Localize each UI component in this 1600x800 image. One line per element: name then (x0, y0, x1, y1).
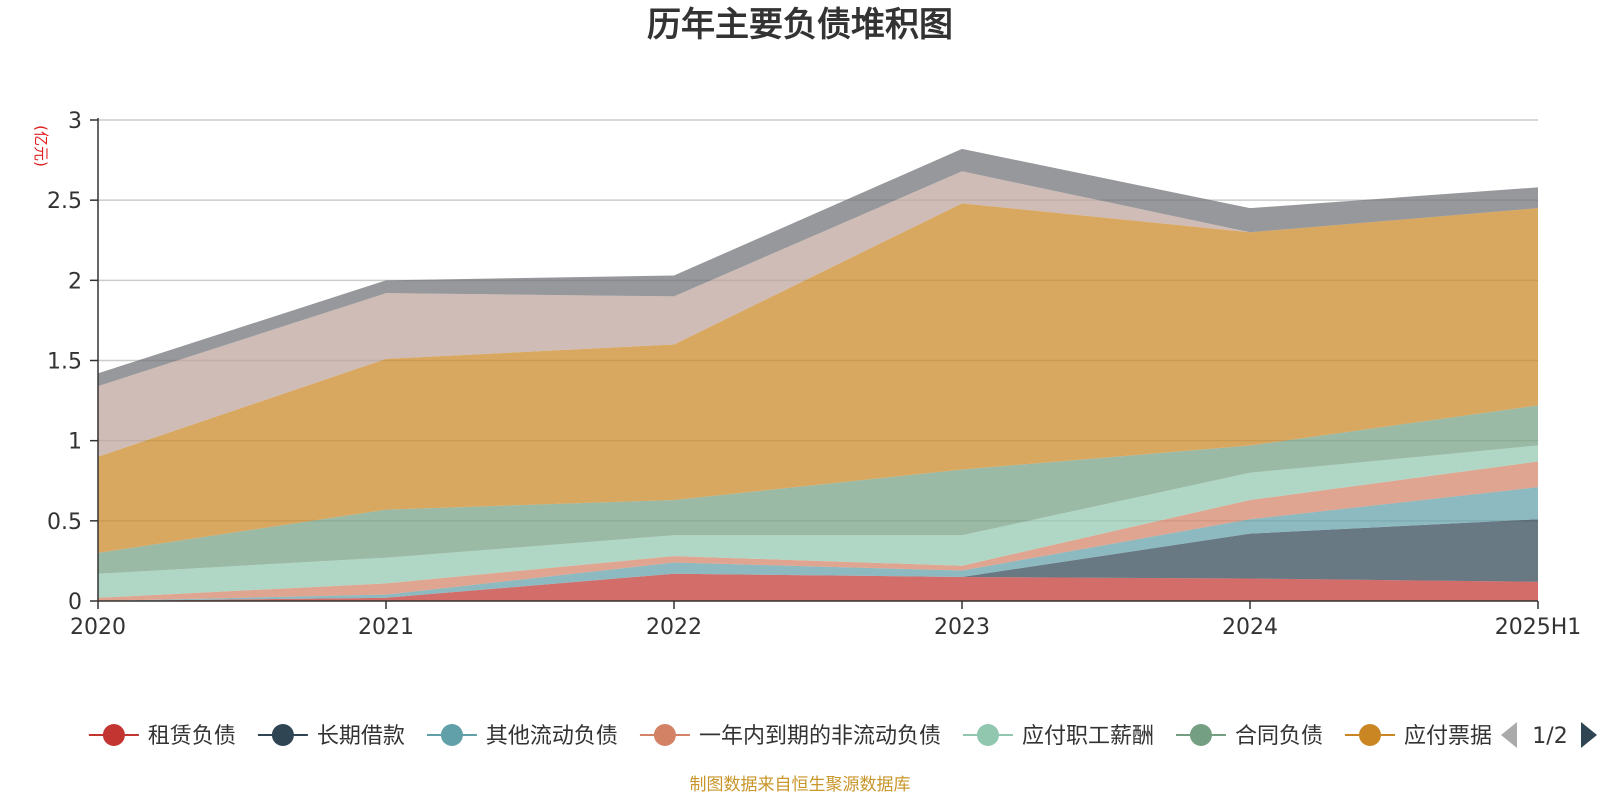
legend-item[interactable]: 长期借款 (257, 724, 405, 749)
legend-circle-marker (1358, 724, 1381, 746)
legend-pager: 1/2 (1501, 722, 1597, 749)
legend-item[interactable]: 合同负债 (1175, 724, 1323, 749)
data-source-note: 制图数据来自恒生聚源数据库 (690, 775, 911, 795)
legend-next-page-icon[interactable] (1581, 722, 1597, 748)
y-tick-label: 1.5 (47, 350, 82, 375)
legend-item[interactable]: 应付职工薪酬 (962, 724, 1154, 749)
x-axis-ticks: 2020 2021 2022 2023 2024 2025H1 (70, 601, 1581, 640)
legend-label: 一年内到期的非流动负债 (699, 724, 941, 749)
area-series-1 (98, 573, 1538, 601)
area-series-7 (98, 203, 1538, 553)
legend-prev-page-icon[interactable] (1501, 722, 1517, 748)
y-tick-label: 2.5 (47, 189, 82, 214)
legend-circle-marker (653, 724, 676, 746)
legend-item[interactable]: 一年内到期的非流动负债 (639, 724, 941, 749)
y-tick-label: 2 (68, 269, 82, 294)
x-tick-label: 2024 (1222, 615, 1278, 640)
area-series-9 (98, 148, 1538, 387)
legend-label: 其他流动负债 (486, 724, 618, 749)
y-tick-label: 0.5 (47, 510, 82, 535)
legend: 租赁负债 长期借款 其他流动负债 一年内到期的非流动负债 应付职工薪酬 合同负债 应付票据 (88, 724, 1492, 749)
area-series-5 (98, 445, 1538, 598)
y-tick-label: 0 (68, 590, 82, 615)
legend-circle-marker (1189, 724, 1212, 746)
x-tick-label: 2023 (934, 615, 990, 640)
chart-title: 历年主要负债堆积图 (647, 5, 953, 45)
legend-circle-marker (440, 724, 463, 746)
x-tick-label: 2021 (358, 615, 414, 640)
legend-page-indicator: 1/2 (1532, 724, 1567, 749)
legend-label: 应付职工薪酬 (1022, 724, 1154, 749)
legend-circle-marker (271, 724, 294, 746)
legend-circle-marker (976, 724, 999, 746)
legend-label: 应付票据 (1404, 724, 1492, 749)
area-series-8 (98, 171, 1538, 457)
area-series-2 (98, 519, 1538, 601)
area-series-6 (98, 405, 1538, 574)
legend-item[interactable]: 其他流动负债 (426, 724, 618, 749)
legend-label: 长期借款 (317, 724, 405, 749)
legend-circle-marker (102, 724, 125, 746)
legend-item[interactable]: 租赁负债 (88, 724, 236, 749)
legend-item[interactable]: 应付票据 (1344, 724, 1492, 749)
y-axis-unit-label: (亿元) (32, 125, 50, 167)
x-tick-label: 2020 (70, 615, 126, 640)
x-tick-label: 2025H1 (1495, 615, 1582, 640)
y-axis-ticks: 0 0.5 1 1.5 2 2.5 3 (47, 109, 98, 615)
x-tick-label: 2022 (646, 615, 702, 640)
legend-label: 租赁负债 (148, 724, 236, 749)
y-tick-label: 3 (68, 109, 82, 134)
legend-label: 合同负债 (1235, 724, 1323, 749)
area-series-group (98, 148, 1538, 601)
y-tick-label: 1 (68, 430, 82, 455)
